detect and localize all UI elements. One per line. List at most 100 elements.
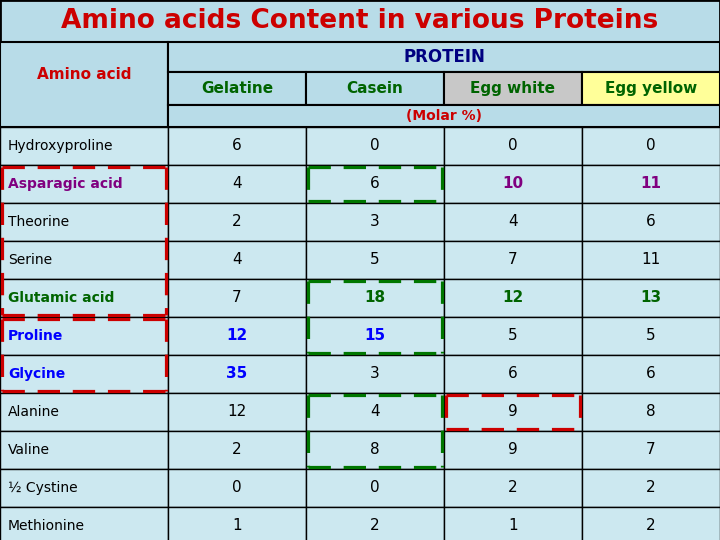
Bar xyxy=(306,355,444,393)
Text: 11: 11 xyxy=(642,253,661,267)
Bar xyxy=(0,431,168,469)
Bar xyxy=(0,279,168,317)
Bar xyxy=(168,355,306,393)
Text: 11: 11 xyxy=(641,177,662,192)
Bar xyxy=(0,241,168,279)
Bar xyxy=(168,105,720,127)
Text: 1: 1 xyxy=(232,518,242,534)
Bar xyxy=(0,42,168,127)
Text: 3: 3 xyxy=(370,367,380,381)
Bar xyxy=(0,317,168,355)
Text: 6: 6 xyxy=(646,367,656,381)
Bar xyxy=(306,279,444,317)
Text: 6: 6 xyxy=(646,214,656,230)
Bar xyxy=(444,355,582,393)
Bar xyxy=(444,279,582,317)
Text: 6: 6 xyxy=(508,367,518,381)
Bar xyxy=(582,355,720,393)
Bar xyxy=(168,317,306,355)
Bar xyxy=(582,393,720,431)
Bar xyxy=(306,127,444,165)
Text: Theorine: Theorine xyxy=(8,215,69,229)
Text: 4: 4 xyxy=(232,177,242,192)
Text: 2: 2 xyxy=(232,214,242,230)
Text: 2: 2 xyxy=(508,481,518,496)
Text: Valine: Valine xyxy=(8,443,50,457)
Bar xyxy=(306,317,444,355)
Bar xyxy=(168,393,306,431)
Bar xyxy=(306,165,444,203)
Bar xyxy=(582,241,720,279)
Bar xyxy=(582,203,720,241)
Bar xyxy=(306,507,444,540)
Bar xyxy=(444,165,582,203)
Text: 4: 4 xyxy=(370,404,380,420)
Bar xyxy=(0,469,168,507)
Bar xyxy=(444,431,582,469)
Text: 2: 2 xyxy=(646,518,656,534)
Text: (Molar %): (Molar %) xyxy=(406,109,482,123)
Bar xyxy=(582,507,720,540)
Text: 0: 0 xyxy=(370,138,380,153)
Bar xyxy=(306,241,444,279)
Text: Glycine: Glycine xyxy=(8,367,66,381)
Text: 9: 9 xyxy=(508,442,518,457)
Bar xyxy=(306,393,444,431)
Text: Amino acids Content in various Proteins: Amino acids Content in various Proteins xyxy=(61,8,659,34)
Bar xyxy=(582,127,720,165)
Text: 7: 7 xyxy=(646,442,656,457)
Text: Methionine: Methionine xyxy=(8,519,85,533)
Bar xyxy=(582,72,720,105)
Text: 5: 5 xyxy=(646,328,656,343)
Bar xyxy=(582,279,720,317)
Text: 6: 6 xyxy=(232,138,242,153)
Text: 5: 5 xyxy=(370,253,380,267)
Text: 1: 1 xyxy=(508,518,518,534)
Text: Serine: Serine xyxy=(8,253,52,267)
Bar xyxy=(444,72,582,105)
Bar xyxy=(168,469,306,507)
Bar xyxy=(168,241,306,279)
Bar xyxy=(168,165,306,203)
Bar xyxy=(444,127,582,165)
Text: 8: 8 xyxy=(370,442,380,457)
Text: 18: 18 xyxy=(364,291,386,306)
Bar xyxy=(168,72,306,105)
Text: Amino acid: Amino acid xyxy=(37,67,131,82)
Text: ½ Cystine: ½ Cystine xyxy=(8,481,78,495)
Bar xyxy=(306,203,444,241)
Text: 2: 2 xyxy=(232,442,242,457)
Bar xyxy=(306,431,444,469)
Text: 8: 8 xyxy=(646,404,656,420)
Text: Egg white: Egg white xyxy=(470,81,556,96)
Bar xyxy=(0,127,168,165)
Text: 35: 35 xyxy=(226,367,248,381)
Text: 0: 0 xyxy=(370,481,380,496)
Text: 0: 0 xyxy=(232,481,242,496)
Bar xyxy=(168,507,306,540)
Text: 12: 12 xyxy=(228,404,247,420)
Bar xyxy=(168,279,306,317)
Text: 15: 15 xyxy=(364,328,386,343)
Text: 0: 0 xyxy=(646,138,656,153)
Text: 9: 9 xyxy=(508,404,518,420)
Text: 0: 0 xyxy=(508,138,518,153)
Bar xyxy=(444,393,582,431)
Bar xyxy=(444,317,582,355)
Bar xyxy=(306,72,444,105)
Text: 13: 13 xyxy=(640,291,662,306)
Text: 4: 4 xyxy=(232,253,242,267)
Text: PROTEIN: PROTEIN xyxy=(403,48,485,66)
Text: Asparagic acid: Asparagic acid xyxy=(8,177,122,191)
Text: 7: 7 xyxy=(508,253,518,267)
Bar xyxy=(582,431,720,469)
Bar xyxy=(582,469,720,507)
Bar xyxy=(582,317,720,355)
Bar xyxy=(444,469,582,507)
Bar xyxy=(444,507,582,540)
Text: Glutamic acid: Glutamic acid xyxy=(8,291,114,305)
Bar xyxy=(582,165,720,203)
Text: 6: 6 xyxy=(370,177,380,192)
Text: Hydroxyproline: Hydroxyproline xyxy=(8,139,114,153)
Bar xyxy=(306,469,444,507)
